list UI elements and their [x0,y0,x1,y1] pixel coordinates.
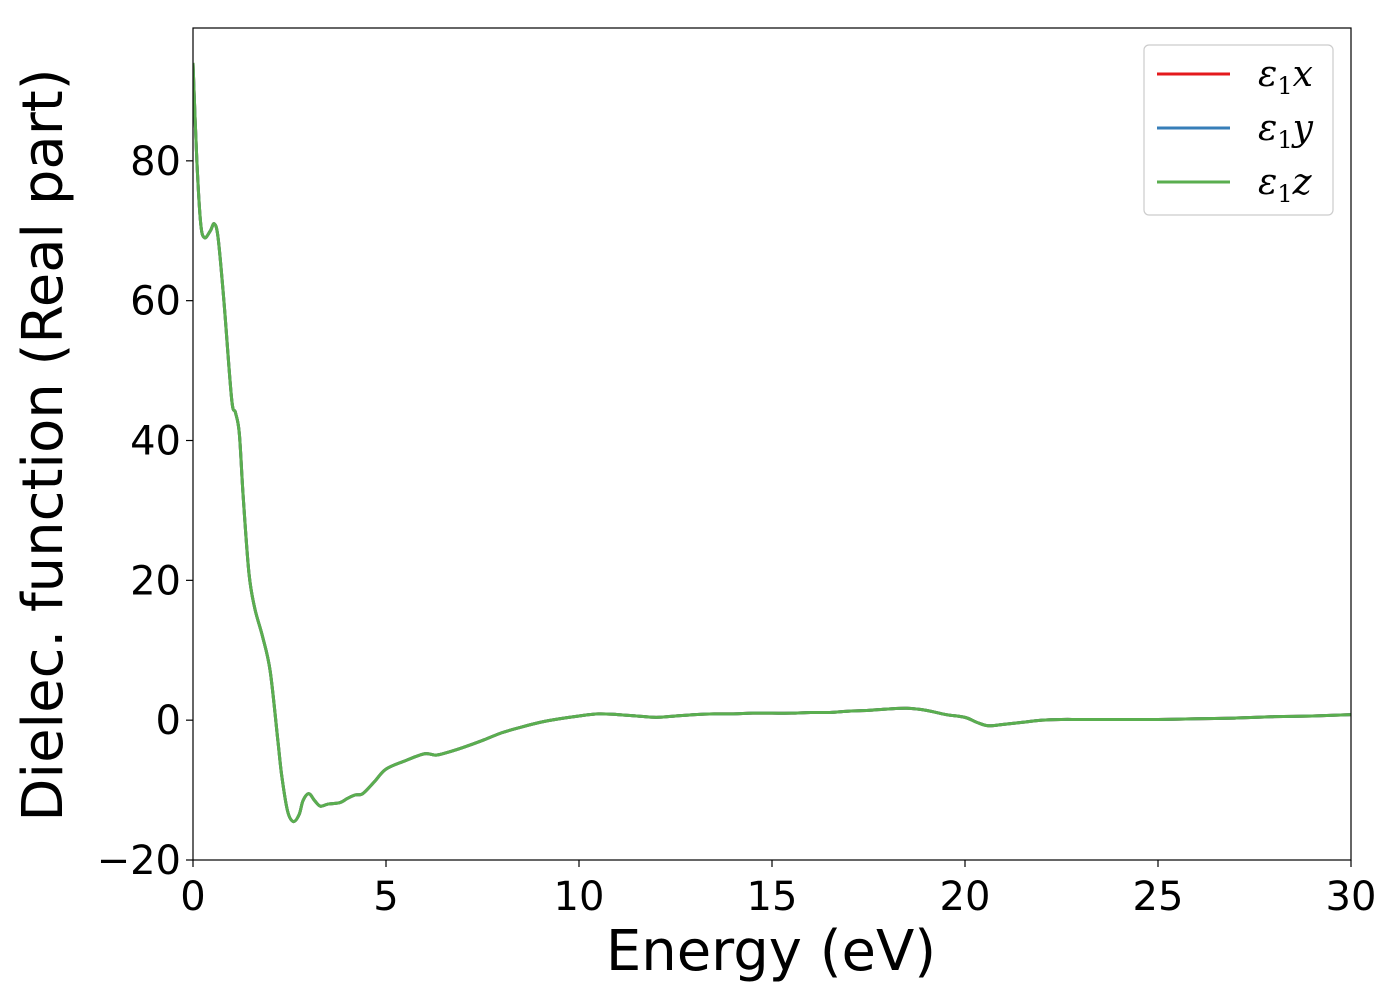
x-tick-label: 10 [554,874,605,920]
legend-entry: ε1y [1258,108,1314,154]
y-tick-label: 80 [130,139,181,185]
y-tick-label: 40 [130,419,181,465]
y-tick-label: 60 [130,279,181,325]
legend: ε1x ε1y ε1z [1143,44,1334,216]
y-axis-title: Dielec. function (Real part) [11,68,76,821]
legend-entry: ε1x [1258,54,1313,100]
x-tick-label: 30 [1326,874,1377,920]
x-tick-label: 5 [373,874,398,920]
x-axis-title: Energy (eV) [606,919,936,984]
legend-entry: ε1z [1258,162,1313,208]
x-tick-label: 15 [747,874,798,920]
series-line-z [193,62,1351,824]
x-tick-label: 20 [940,874,991,920]
y-tick-label: 20 [130,558,181,604]
y-tick-label: 0 [156,698,181,744]
x-tick-label: 0 [180,874,205,920]
y-tick-label: −20 [97,838,181,884]
x-tick-label: 25 [1133,874,1184,920]
legend-box [1143,44,1334,216]
